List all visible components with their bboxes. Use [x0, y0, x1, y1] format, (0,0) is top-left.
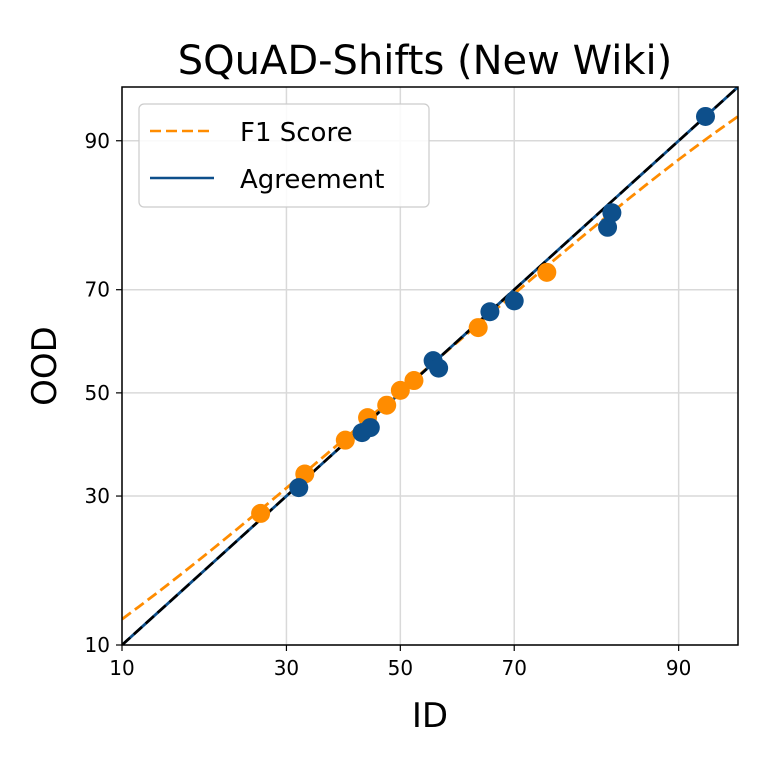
x-tick-label: 50 — [388, 656, 413, 680]
data-point-f1-score — [377, 395, 397, 415]
data-point-f1-score — [537, 262, 557, 282]
data-point-agreement — [504, 291, 524, 311]
axis-ticks: 10 30 50 70 90 10 30 50 70 90 — [85, 129, 692, 680]
x-axis-title: ID — [412, 696, 448, 736]
data-point-agreement — [480, 302, 500, 322]
legend-box — [138, 103, 430, 208]
y-tick-label: 50 — [85, 381, 110, 405]
data-points — [251, 106, 715, 523]
data-point-f1-score — [468, 318, 488, 338]
x-tick-label: 90 — [666, 656, 691, 680]
data-point-agreement — [602, 203, 622, 223]
data-point-f1-score — [404, 371, 424, 391]
chart-title: SQuAD-Shifts (New Wiki) — [178, 38, 673, 84]
legend: F1 Score Agreement — [138, 103, 430, 208]
data-point-agreement — [598, 217, 618, 237]
x-tick-label: 10 — [109, 656, 134, 680]
data-point-f1-score — [390, 380, 410, 400]
data-point-agreement — [289, 478, 309, 498]
y-tick-label: 90 — [85, 129, 110, 153]
x-tick-label: 70 — [501, 656, 526, 680]
data-point-agreement — [360, 418, 380, 438]
data-point-agreement — [429, 358, 449, 378]
legend-label-f1: F1 Score — [240, 118, 353, 148]
legend-label-agreement: Agreement — [240, 165, 384, 195]
x-tick-label: 30 — [274, 656, 299, 680]
data-point-f1-score — [251, 503, 271, 523]
plot-frame — [121, 86, 739, 646]
data-point-f1-score — [335, 430, 355, 450]
y-tick-label: 30 — [85, 484, 110, 508]
y-tick-label: 10 — [85, 633, 110, 657]
data-point-agreement — [695, 106, 715, 126]
y-axis-title: OOD — [25, 326, 65, 406]
y-tick-label: 70 — [85, 278, 110, 302]
